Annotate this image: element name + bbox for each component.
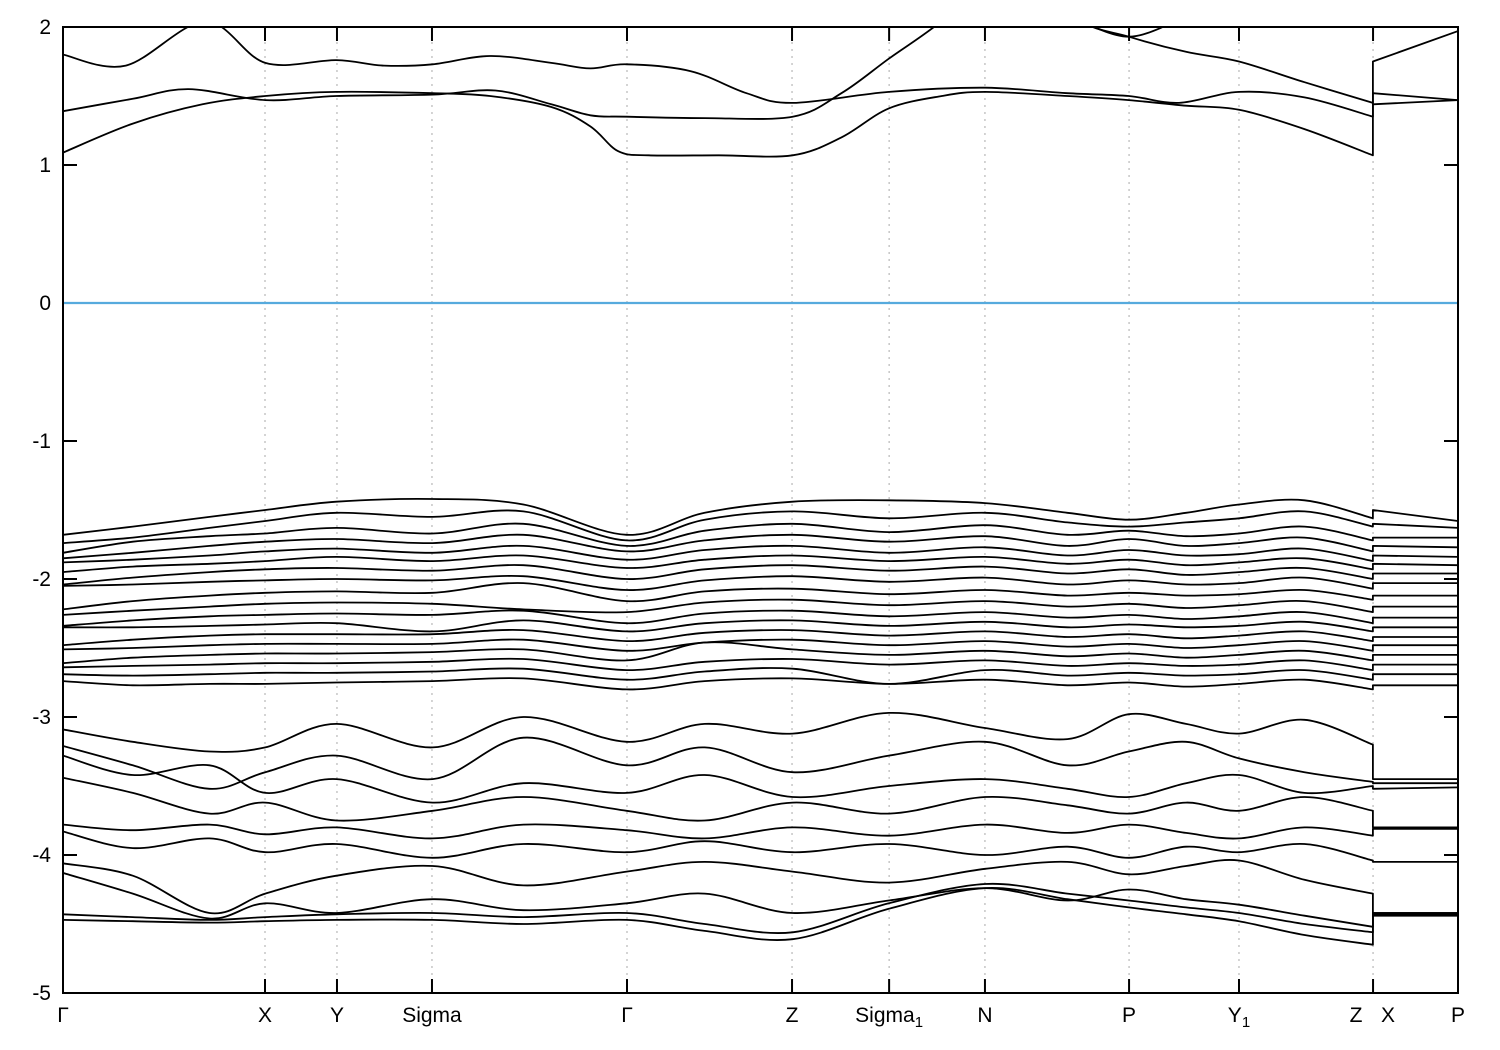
valence-band-curve [63, 641, 1458, 665]
valence-band-curve [63, 859, 1458, 915]
conduction-band-curve [1092, 27, 1165, 38]
valence-band-curve [63, 667, 1458, 685]
valence-band-curve [63, 533, 1458, 560]
x-axis-labels: Γ X Y Sigma Γ Z Sigma1 N P Y1 Z X P [57, 1004, 1465, 1031]
y-axis-label: 0 [39, 292, 51, 315]
y-axis-labels: 2 1 0 -1 -2 -3 -4 -5 [32, 16, 51, 1005]
valence-band-curve [63, 498, 1458, 536]
valence-band-curve [63, 564, 1458, 586]
conduction-band-curve [63, 90, 1458, 158]
valence-band-curve [63, 776, 1458, 829]
plot-border [62, 26, 1459, 994]
valence-band-curve [63, 582, 1458, 611]
valence-band-curve [63, 657, 1458, 672]
valence-band-curve [63, 830, 1458, 863]
valence-band-curve [63, 609, 1458, 627]
valence-band-curve [63, 711, 1458, 780]
y-axis-label: -3 [32, 706, 51, 729]
k-point-label: Y [330, 1004, 344, 1027]
k-point-label: Z [1350, 1004, 1363, 1027]
k-point-label: Sigma1 [855, 1004, 923, 1031]
y-axis-label: -4 [32, 844, 51, 867]
valence-band-curve [63, 638, 1458, 652]
valence-band-curve [63, 629, 1458, 647]
valence-band-curve [63, 677, 1458, 691]
valence-band-curve [63, 544, 1458, 564]
conduction-band-curve [63, 27, 1458, 120]
y-axis-label: -5 [32, 982, 51, 1005]
k-point-label-subscript: 1 [1242, 1014, 1250, 1031]
y-axis-label: 1 [39, 154, 51, 177]
k-point-label: P [1122, 1004, 1136, 1027]
k-point-label: X [258, 1004, 272, 1027]
k-point-label: Z [786, 1004, 799, 1027]
valence-band-curve [63, 522, 1458, 554]
conduction-band-curve [63, 27, 1458, 118]
valence-band-curve [63, 509, 1458, 544]
valence-band-curve [63, 823, 1458, 840]
valence-band-curve [63, 872, 1458, 928]
valence-band-curve [63, 882, 1458, 934]
k-point-label: P [1451, 1004, 1465, 1027]
valence-band-curve [63, 575, 1458, 591]
valence-band-curve [63, 598, 1458, 616]
k-point-label: Sigma [402, 1004, 462, 1027]
k-point-label: X [1381, 1004, 1395, 1027]
valence-band-curve [63, 619, 1458, 633]
k-point-label-subscript: 1 [915, 1014, 923, 1031]
valence-band-curve [63, 736, 1458, 790]
valence-band-curve [63, 754, 1458, 804]
k-point-label: Γ [621, 1004, 633, 1027]
k-point-label: Y1 [1228, 1004, 1250, 1031]
valence-band-curve [63, 887, 1458, 946]
k-point-label: Γ [57, 1004, 69, 1027]
band-curves [63, 27, 1458, 946]
valence-band-curve [63, 554, 1458, 573]
y-axis-label: 2 [39, 16, 51, 39]
y-axis-label: -2 [32, 568, 51, 591]
y-axis-label: -1 [32, 430, 51, 453]
k-point-label: N [977, 1004, 992, 1027]
